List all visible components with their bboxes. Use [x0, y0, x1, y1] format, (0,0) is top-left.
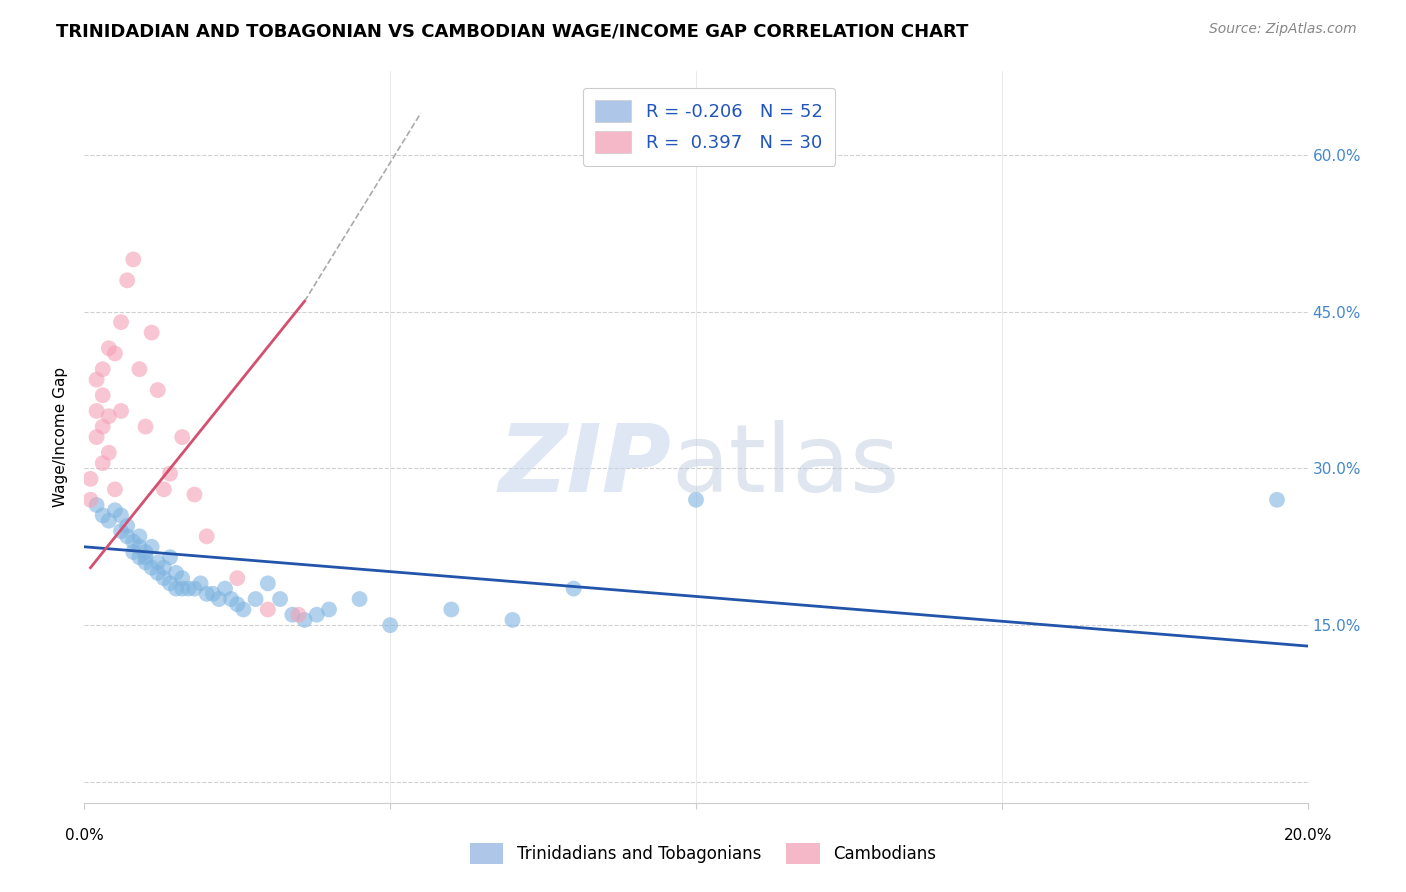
Point: [91, 508, 114, 523]
Point: [562, 582, 585, 596]
Point: [128, 529, 150, 543]
Point: [159, 467, 181, 481]
Text: 0.0%: 0.0%: [65, 829, 104, 844]
Point: [349, 592, 371, 607]
Point: [1265, 492, 1288, 507]
Point: [232, 602, 254, 616]
Point: [281, 607, 304, 622]
Point: [195, 587, 218, 601]
Point: [141, 326, 163, 340]
Point: [685, 492, 707, 507]
Point: [294, 613, 316, 627]
Point: [318, 602, 340, 616]
Point: [86, 430, 108, 444]
Point: [153, 560, 176, 574]
Point: [146, 566, 169, 580]
Point: [257, 602, 280, 616]
Point: [502, 613, 524, 627]
Point: [172, 582, 194, 596]
Point: [97, 341, 120, 355]
Point: [153, 571, 176, 585]
Point: [122, 252, 145, 267]
Point: [183, 487, 205, 501]
Point: [104, 346, 127, 360]
Point: [305, 607, 328, 622]
Point: [91, 388, 114, 402]
Point: [214, 582, 236, 596]
Point: [122, 545, 145, 559]
Point: [135, 550, 157, 565]
Point: [135, 545, 157, 559]
Point: [287, 607, 309, 622]
Point: [104, 483, 127, 497]
Point: [110, 524, 132, 538]
Point: [135, 419, 157, 434]
Point: [97, 409, 120, 424]
Point: [79, 492, 101, 507]
Point: [245, 592, 267, 607]
Point: [86, 498, 108, 512]
Point: [380, 618, 402, 632]
Point: [440, 602, 463, 616]
Text: Source: ZipAtlas.com: Source: ZipAtlas.com: [1209, 22, 1357, 37]
Point: [257, 576, 280, 591]
Point: [159, 576, 181, 591]
Point: [115, 529, 138, 543]
Point: [190, 576, 212, 591]
Point: [172, 430, 194, 444]
Point: [91, 456, 114, 470]
Point: [172, 571, 194, 585]
Point: [208, 592, 231, 607]
Text: 20.0%: 20.0%: [1284, 829, 1331, 844]
Point: [128, 550, 150, 565]
Point: [195, 529, 218, 543]
Point: [115, 519, 138, 533]
Point: [165, 566, 187, 580]
Point: [110, 315, 132, 329]
Point: [110, 404, 132, 418]
Y-axis label: Wage/Income Gap: Wage/Income Gap: [53, 367, 69, 508]
Point: [177, 582, 200, 596]
Point: [122, 534, 145, 549]
Point: [219, 592, 242, 607]
Point: [183, 582, 205, 596]
Point: [226, 571, 249, 585]
Point: [115, 273, 138, 287]
Point: [91, 362, 114, 376]
Point: [146, 556, 169, 570]
Text: ZIP: ZIP: [499, 420, 672, 512]
Point: [128, 362, 150, 376]
Point: [165, 582, 187, 596]
Point: [91, 419, 114, 434]
Point: [153, 483, 176, 497]
Point: [269, 592, 291, 607]
Point: [141, 540, 163, 554]
Point: [86, 404, 108, 418]
Point: [97, 514, 120, 528]
Text: TRINIDADIAN AND TOBAGONIAN VS CAMBODIAN WAGE/INCOME GAP CORRELATION CHART: TRINIDADIAN AND TOBAGONIAN VS CAMBODIAN …: [56, 22, 969, 40]
Point: [159, 550, 181, 565]
Point: [201, 587, 224, 601]
Point: [79, 472, 101, 486]
Point: [141, 560, 163, 574]
Point: [104, 503, 127, 517]
Point: [146, 383, 169, 397]
Text: atlas: atlas: [672, 420, 900, 512]
Point: [128, 540, 150, 554]
Point: [86, 373, 108, 387]
Legend: R = -0.206   N = 52, R =  0.397   N = 30: R = -0.206 N = 52, R = 0.397 N = 30: [582, 87, 835, 166]
Point: [110, 508, 132, 523]
Point: [135, 556, 157, 570]
Point: [97, 446, 120, 460]
Point: [226, 597, 249, 611]
Legend: Trinidadians and Tobagonians, Cambodians: Trinidadians and Tobagonians, Cambodians: [464, 837, 942, 871]
